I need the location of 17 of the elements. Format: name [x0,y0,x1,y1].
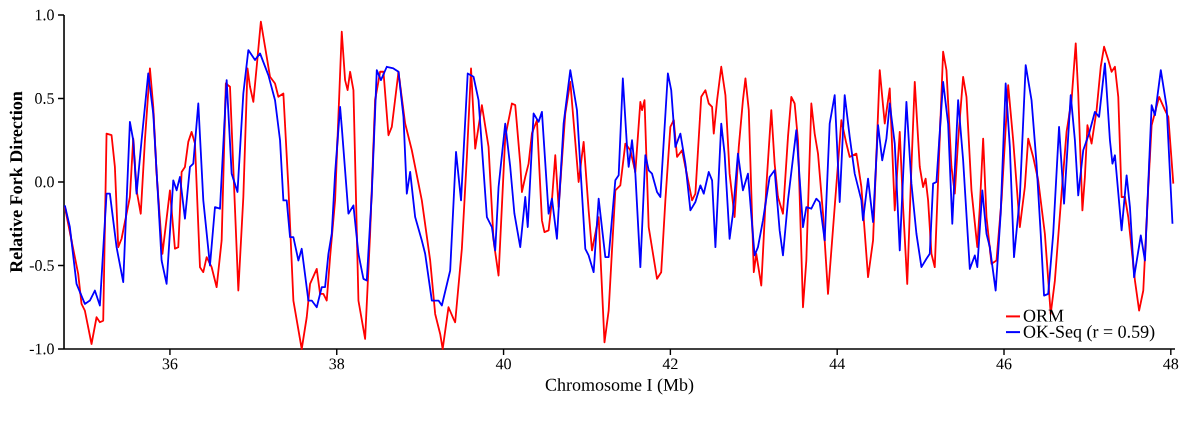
x-tick-label: 36 [162,358,178,370]
y-tick-label: -0.5 [29,260,54,271]
y-tick-label: 0.5 [35,93,54,104]
x-tick-label: 42 [662,358,678,370]
legend-label: ORM [1023,309,1064,322]
y-tick-label: 0.0 [35,176,54,188]
y-tick-label: -1.0 [29,343,54,355]
x-tick-label: 48 [1163,358,1179,370]
x-tick-label: 38 [329,358,345,370]
y-tick-label: 1.0 [35,9,54,21]
x-tick-label: 44 [829,358,845,370]
x-tick-label: 40 [495,358,511,370]
x-axis-title: Chromosome I (Mb) [545,378,694,395]
legend-label: OK-Seq (r = 0.59) [1023,325,1155,342]
line-series [63,49,1174,309]
y-axis-title: Relative Fork Direction [9,91,23,273]
x-tick-label: 46 [996,358,1012,370]
